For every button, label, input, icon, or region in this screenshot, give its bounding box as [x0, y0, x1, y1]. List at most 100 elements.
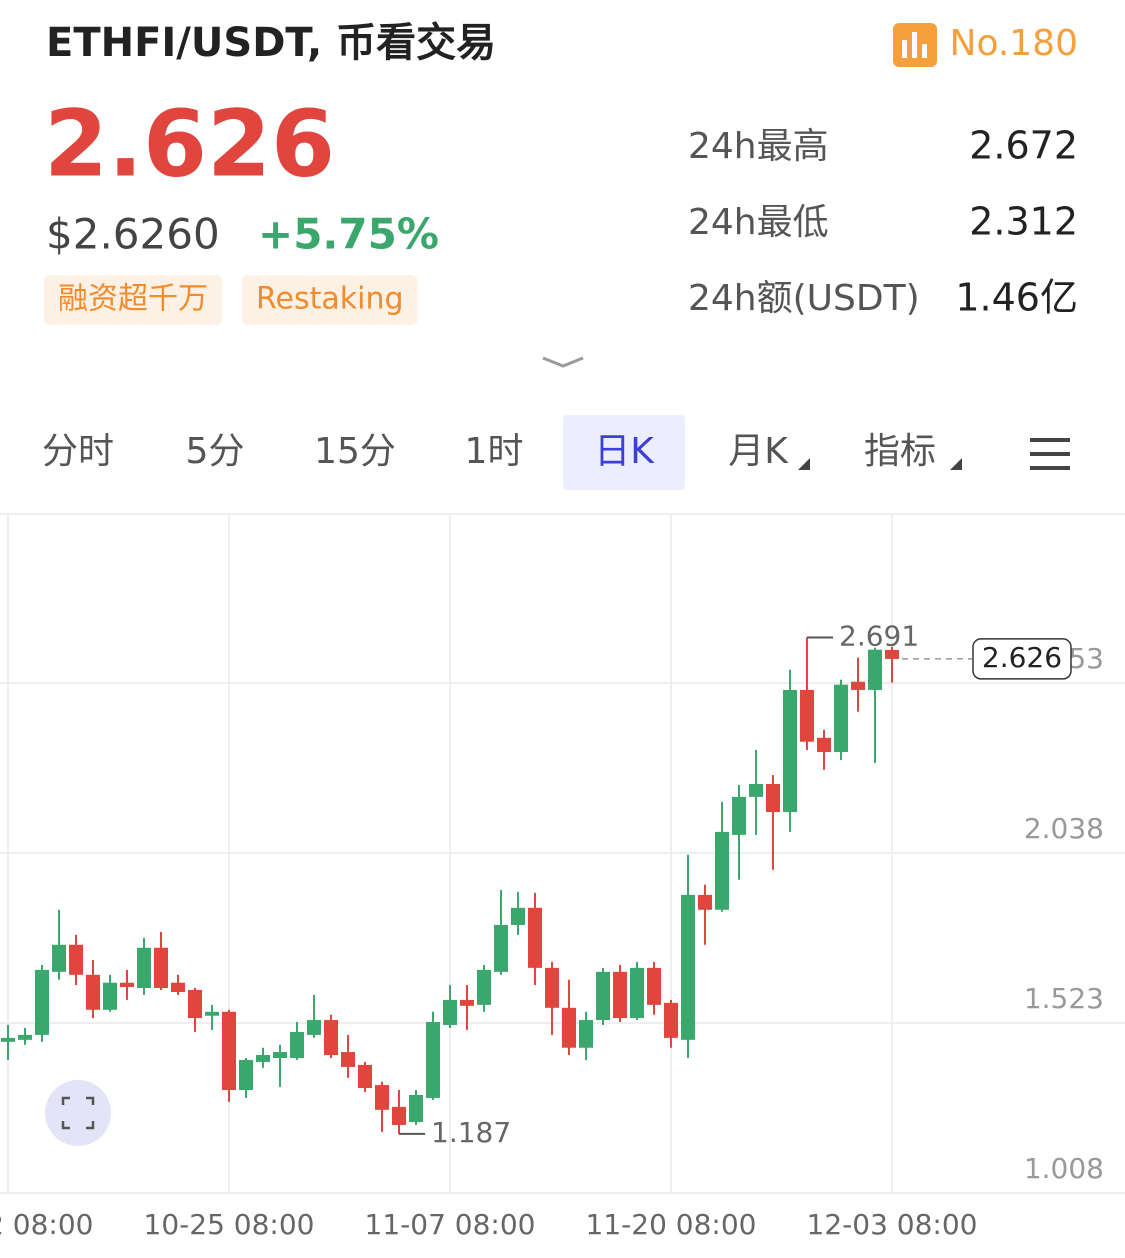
stat-value: 2.672 — [969, 124, 1078, 168]
candle-body — [52, 944, 66, 972]
candle-body — [868, 649, 882, 690]
candle-body — [477, 969, 491, 1005]
rank: No.180 — [950, 23, 1078, 64]
candle-body — [1, 1037, 15, 1042]
rank-icon-bar — [912, 32, 917, 58]
last-price-label: 2.626 — [982, 641, 1062, 674]
change: +5.75% — [258, 210, 439, 259]
tag-bg — [44, 275, 222, 325]
candle-body — [443, 999, 457, 1025]
candle-body — [239, 1059, 253, 1091]
candle-body — [817, 737, 831, 752]
candle-body — [596, 971, 610, 1021]
candle-body — [834, 684, 848, 752]
candle-body — [154, 947, 168, 989]
candle-body — [800, 689, 814, 742]
stat-value: 1.46亿 — [955, 276, 1078, 320]
candle-body — [664, 1002, 678, 1038]
tag: 融资超千万 — [58, 282, 208, 317]
candle-body — [171, 982, 185, 992]
candle-body — [18, 1034, 32, 1040]
candle-body — [460, 999, 474, 1006]
candle-body — [375, 1085, 389, 1110]
rank-icon-bar — [902, 40, 907, 58]
x-tick-label: 10-25 08:00 — [144, 1208, 315, 1241]
y-tick-label: 2.038 — [1024, 812, 1104, 845]
candle-body — [715, 831, 729, 910]
settings-icon[interactable] — [1030, 438, 1070, 470]
candle-body — [545, 967, 559, 1008]
stat-label: 24h最高 — [688, 126, 829, 167]
candle-body — [273, 1052, 287, 1058]
expand-chevron[interactable] — [542, 356, 584, 368]
button-bg — [45, 1080, 111, 1146]
dropdown-mark — [798, 458, 810, 470]
candle-body — [851, 681, 865, 690]
candle-body — [188, 989, 202, 1019]
candle-body — [341, 1052, 355, 1067]
tab[interactable]: 月K — [728, 431, 789, 472]
candle-body — [137, 947, 151, 989]
x-tick-label: 11-07 08:00 — [365, 1208, 536, 1241]
candle-body — [630, 967, 644, 1019]
stat-label: 24h最低 — [688, 202, 829, 243]
tab[interactable]: 分时 — [42, 431, 114, 472]
x-tick-label: 11-20 08:00 — [586, 1208, 757, 1241]
candle-body — [681, 894, 695, 1040]
tag-bg — [242, 275, 418, 325]
tag: Restaking — [256, 282, 404, 317]
fullscreen-icon — [61, 1096, 95, 1130]
tab[interactable]: 1时 — [465, 431, 524, 472]
y-tick-label: 1.008 — [1024, 1152, 1104, 1185]
candle-body — [749, 784, 763, 797]
candle-body — [358, 1064, 372, 1089]
usd-price: $2.6260 — [46, 210, 220, 259]
candle-body — [35, 969, 49, 1035]
candle-body — [885, 649, 899, 659]
candle-body — [222, 1011, 236, 1091]
candle-body — [426, 1022, 440, 1098]
high-label: 2.691 — [839, 619, 919, 652]
candle-body — [205, 1011, 219, 1016]
stat-label: 24h额(USDT) — [688, 278, 920, 319]
x-tick-label: 12-03 08:00 — [807, 1208, 978, 1241]
candle-body — [766, 784, 780, 813]
candle-body — [256, 1055, 270, 1062]
candle-body — [698, 894, 712, 910]
fullscreen-button[interactable] — [45, 1080, 111, 1146]
candle-body — [69, 944, 83, 975]
candle-body — [613, 971, 627, 1019]
low-label: 1.187 — [431, 1116, 511, 1149]
candle-body — [409, 1094, 423, 1123]
candle-body — [324, 1020, 338, 1056]
candle-body — [307, 1020, 321, 1035]
candle-body — [647, 967, 661, 1005]
candle-body — [290, 1031, 304, 1058]
candle-body — [783, 689, 797, 813]
candle-body — [528, 907, 542, 968]
candle-body — [732, 796, 746, 835]
tab[interactable]: 指标 — [864, 431, 936, 472]
candle-body — [120, 982, 134, 988]
candle-body — [86, 974, 100, 1010]
rank-badge[interactable]: No.180 — [893, 23, 1078, 67]
candle-body — [562, 1007, 576, 1048]
stat-value: 2.312 — [969, 200, 1078, 244]
last-price-tag — [972, 638, 1072, 680]
x-tick-label: 10-12 08:00 — [0, 1208, 93, 1241]
rank-icon-bar — [922, 44, 927, 58]
tab[interactable]: 15分 — [314, 431, 396, 472]
tab-selected-bg — [563, 415, 685, 490]
y-tick-label: 1.523 — [1024, 982, 1104, 1015]
tab[interactable]: 日K — [594, 431, 655, 472]
pair-title: ETHFI/USDT, 币看交易 — [46, 20, 496, 66]
candle-body — [511, 907, 525, 925]
last-price: 2.626 — [44, 90, 335, 197]
candle-body — [579, 1020, 593, 1048]
tab[interactable]: 5分 — [186, 431, 245, 472]
candle-body — [392, 1106, 406, 1126]
dropdown-mark — [950, 458, 962, 470]
candle-body — [494, 924, 508, 972]
